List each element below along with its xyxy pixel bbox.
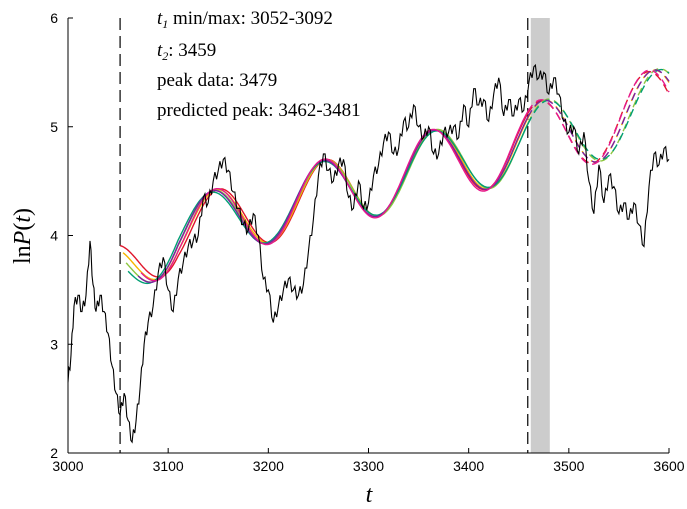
x-tick-label: 3400 <box>453 458 484 474</box>
y-tick-label: 6 <box>50 10 58 26</box>
t1-annotation: t1 min/max: 3052-3092 <box>157 8 333 31</box>
y-tick-label: 3 <box>50 336 58 352</box>
x-tick-group: 3000 3100 3200 3300 3400 3500 3600 <box>52 448 685 474</box>
data-line <box>67 63 670 444</box>
x-tick-label: 3100 <box>153 458 184 474</box>
y-axis-title: lnP(t) <box>10 208 36 264</box>
x-tick-label: 3300 <box>353 458 384 474</box>
fit-line-prediction <box>527 69 670 166</box>
y-tick-label: 2 <box>50 445 58 461</box>
data-series-group <box>67 63 670 444</box>
y-tick-group: 2 3 4 5 6 <box>50 10 73 461</box>
fit-line <box>127 123 529 285</box>
x-tick-label: 3500 <box>553 458 584 474</box>
t2-annotation: t2: 3459 <box>157 40 216 63</box>
predicted-peak-band <box>530 18 550 453</box>
peak-data-annotation: peak data: 3479 <box>157 70 277 91</box>
x-tick-label: 3600 <box>653 458 684 474</box>
x-axis-title: t <box>366 482 374 508</box>
fit-line-prediction <box>527 67 670 162</box>
y-tick-label: 5 <box>50 119 58 135</box>
y-tick-label: 4 <box>50 228 58 244</box>
x-tick-label: 3000 <box>52 458 83 474</box>
predicted-peak-annotation: predicted peak: 3462-3481 <box>157 100 361 121</box>
x-tick-label: 3200 <box>253 458 284 474</box>
